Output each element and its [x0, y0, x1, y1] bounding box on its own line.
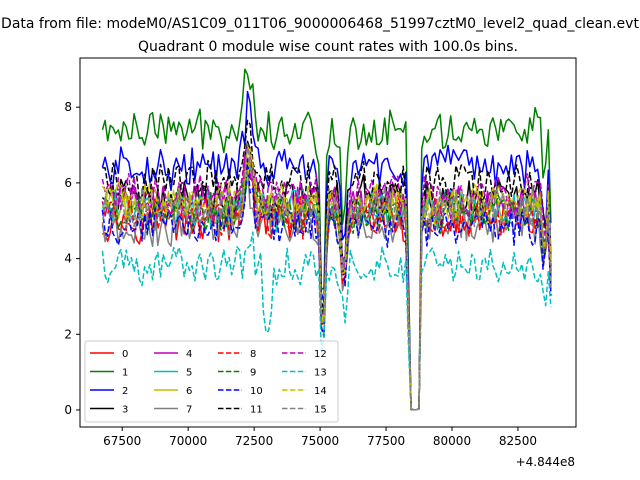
y-tick-label: 4	[64, 252, 72, 266]
legend-label-10: 10	[250, 386, 263, 397]
legend-label-11: 11	[250, 405, 263, 416]
series-layer	[101, 68, 552, 411]
y-axis: 0 2 4 6 8	[64, 100, 80, 417]
legend-label-6: 6	[186, 386, 192, 397]
figure-suptitle: Data from file: modeM0/AS1C09_011T06_900…	[1, 16, 639, 32]
legend-label-9: 9	[250, 368, 256, 379]
x-tick-label: 80000	[433, 434, 471, 448]
series-line-1	[101, 68, 552, 411]
legend-frame	[84, 340, 339, 423]
y-tick-label: 2	[64, 327, 72, 341]
legend-label-0: 0	[122, 349, 128, 360]
legend-label-15: 15	[314, 405, 327, 416]
legend-label-12: 12	[314, 349, 327, 360]
x-tick-label: 77500	[367, 434, 405, 448]
legend-label-8: 8	[250, 349, 256, 360]
x-tick-label: 70000	[169, 434, 207, 448]
legend-label-14: 14	[314, 386, 327, 397]
x-tick-label: 82500	[499, 434, 537, 448]
y-tick-label: 0	[64, 403, 72, 417]
chart-title: Quadrant 0 module wise count rates with …	[138, 39, 518, 55]
x-tick-label: 75000	[301, 434, 339, 448]
legend-label-4: 4	[186, 349, 192, 360]
x-tick-label: 72500	[235, 434, 273, 448]
legend-label-7: 7	[186, 405, 192, 416]
legend-label-5: 5	[186, 368, 192, 379]
legend-label-2: 2	[122, 386, 128, 397]
legend-label-3: 3	[122, 405, 128, 416]
y-tick-label: 6	[64, 176, 72, 190]
series-line-2	[101, 90, 552, 411]
plot-frame	[79, 57, 577, 428]
series-line-15	[101, 143, 552, 411]
legend-label-13: 13	[314, 368, 327, 379]
x-offset-label: +4.844e8	[516, 455, 575, 469]
x-axis: 67500 70000 72500 75000 77500 80000 82500	[103, 427, 537, 448]
y-tick-label: 8	[64, 100, 72, 114]
x-tick-label: 67500	[103, 434, 141, 448]
series-line-13	[101, 231, 552, 411]
legend-label-1: 1	[122, 368, 128, 379]
